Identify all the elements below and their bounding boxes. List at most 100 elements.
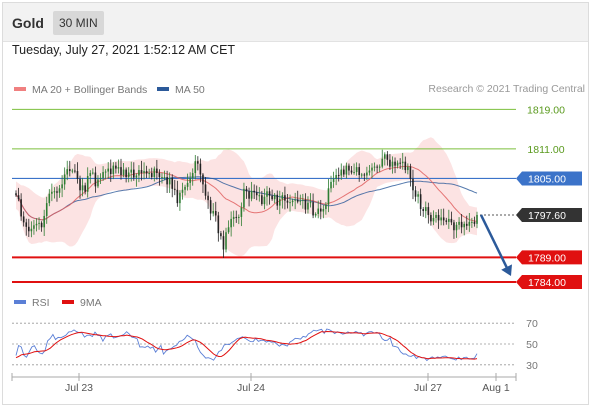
candle-body: [409, 166, 412, 179]
candle-body: [176, 189, 179, 204]
candle-body: [163, 176, 166, 178]
candle-body: [186, 182, 189, 187]
candle-body: [120, 167, 122, 176]
candle-body: [173, 188, 176, 190]
candle-body: [156, 168, 158, 174]
candle-body: [471, 221, 473, 223]
candle-body: [86, 175, 89, 192]
rsi-panel: 70 50 30: [12, 318, 538, 372]
copyright-text: Research © 2021 Trading Central: [428, 83, 585, 95]
rsi-tick-label: 70: [526, 318, 538, 330]
rsi-tick-label: 30: [526, 360, 538, 372]
candle-body: [440, 217, 442, 221]
legend-swatch-ma20: [14, 87, 26, 92]
candle-body: [348, 165, 350, 171]
candle-body: [309, 202, 312, 204]
legend-ma20: MA 20 + Bollinger Bands: [14, 84, 147, 96]
candle-body: [17, 195, 20, 200]
price-label-box: [516, 207, 582, 222]
candle-body: [122, 169, 125, 176]
x-axis-tick-label: Jul 24: [237, 382, 265, 394]
candle-body: [291, 200, 294, 203]
candle-body: [366, 172, 368, 176]
candle-body: [184, 186, 186, 190]
candle-body: [84, 185, 86, 192]
candle-body: [191, 173, 194, 178]
candle-body: [281, 195, 284, 200]
candle-body: [261, 195, 263, 205]
candle-body: [314, 213, 317, 216]
price-level-label: 1819.00: [527, 104, 565, 116]
candle-body: [304, 199, 307, 210]
price-level-label: 1784.00: [528, 277, 566, 289]
candle-body: [168, 177, 171, 185]
timeframe-badge[interactable]: 30 MIN: [53, 11, 104, 35]
candle-body: [371, 167, 373, 171]
rsi-line: [15, 328, 478, 362]
candle-body: [230, 218, 232, 228]
candle-body: [345, 165, 348, 175]
legend-label-9ma: 9MA: [80, 297, 102, 309]
candle-body: [63, 174, 66, 185]
candle-body: [43, 215, 45, 228]
candle-body: [263, 196, 266, 205]
candle-body: [217, 215, 220, 234]
candle-body: [458, 221, 460, 225]
candle-body: [284, 195, 286, 201]
candle-body: [76, 171, 79, 179]
candle-body: [133, 169, 135, 178]
candle-body: [253, 190, 255, 193]
candle-body: [343, 169, 345, 175]
candle-body: [199, 163, 202, 175]
legend-rsi: RSI: [14, 297, 50, 309]
x-axis: Jul 23 Jul 24 Jul 27 Aug 1: [11, 373, 517, 394]
candle-body: [179, 192, 181, 204]
candle-body: [299, 200, 302, 202]
candle-body: [138, 170, 140, 176]
candle-body: [140, 170, 143, 174]
candlesticks: [15, 149, 478, 258]
forecast-arrow: [479, 214, 512, 277]
candle-body: [158, 173, 161, 177]
candle-body: [394, 161, 396, 166]
legend-label-rsi: RSI: [32, 297, 50, 309]
candle-body: [258, 195, 261, 197]
candle-body: [307, 202, 309, 210]
candle-body: [71, 170, 74, 172]
candle-body: [28, 226, 30, 232]
candle-body: [432, 217, 435, 222]
candle-body: [401, 161, 404, 164]
candle-body: [332, 178, 335, 182]
candle-body: [396, 162, 399, 166]
candle-body: [15, 193, 17, 196]
candle-body: [294, 199, 296, 201]
candle-body: [250, 190, 253, 199]
candle-body: [327, 188, 330, 205]
candle-body: [150, 173, 153, 177]
candle-body: [22, 216, 25, 223]
candle-body: [127, 172, 130, 177]
candle-body: [404, 161, 407, 171]
candle-body: [296, 199, 299, 202]
candle-body: [266, 191, 268, 197]
candle-body: [74, 170, 76, 172]
candle-body: [319, 208, 322, 212]
price-label-box: [516, 250, 582, 265]
price-level-labels: 1819.00 1811.00 1805.00 1797.60 1789.00 1784.…: [516, 104, 582, 290]
candle-body: [194, 161, 197, 174]
candle-body: [51, 191, 53, 194]
candle-body: [355, 167, 358, 173]
candle-body: [322, 209, 325, 212]
candle-body: [325, 204, 327, 210]
candle-body: [386, 154, 389, 160]
candle-body: [399, 162, 401, 164]
candle-body: [273, 194, 276, 200]
candle-body: [130, 169, 133, 173]
candle-body: [148, 173, 150, 175]
candle-body: [407, 166, 409, 171]
legend-swatch-ma50: [157, 87, 169, 92]
candle-body: [417, 194, 419, 197]
price-level-label: 1811.00: [527, 144, 564, 156]
candle-body: [117, 167, 120, 169]
candle-body: [81, 185, 84, 191]
